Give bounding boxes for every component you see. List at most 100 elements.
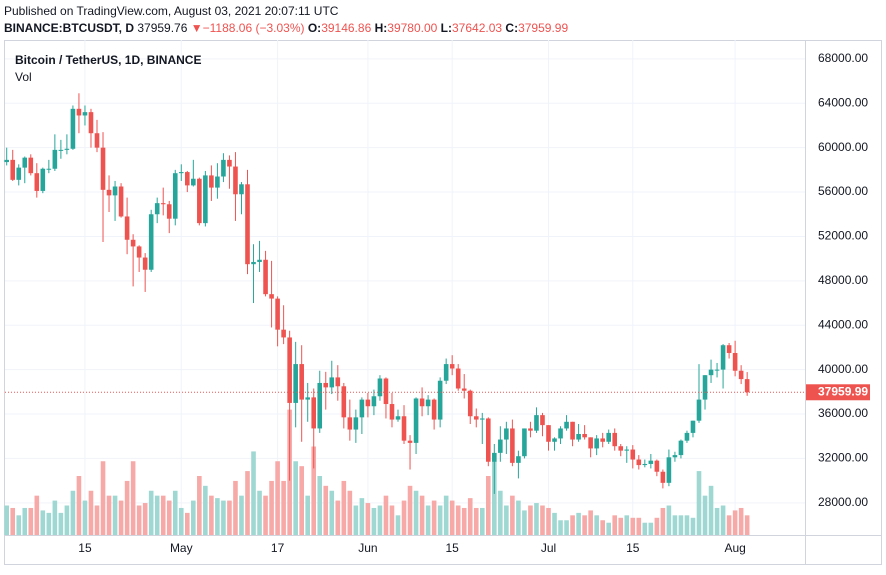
x-tick-label: Jun — [358, 541, 377, 555]
high: 39780.00 — [387, 21, 437, 35]
candle-body — [275, 298, 280, 330]
y-tick-label: 32000.00 — [818, 451, 868, 465]
volume-bar — [263, 495, 268, 535]
candle-body — [492, 452, 497, 462]
candle-body — [612, 432, 618, 447]
arrow: ▼ — [191, 21, 203, 35]
volume-bar — [209, 495, 214, 535]
volume-bar — [594, 515, 599, 535]
candle-body — [678, 440, 684, 456]
volume-bar — [443, 495, 449, 535]
candle-body — [437, 380, 443, 420]
volume-bar — [473, 507, 479, 535]
y-tick-label: 60000.00 — [818, 140, 868, 154]
candle-body — [510, 428, 515, 463]
candle-body — [528, 428, 533, 431]
volume-bar — [10, 507, 16, 535]
volume-bar — [215, 498, 220, 535]
y-tick-label: 48000.00 — [818, 273, 868, 287]
volume-bar — [293, 461, 298, 535]
volume-bar — [251, 451, 256, 535]
volume-bar — [341, 480, 347, 535]
candle-body — [58, 149, 64, 151]
candle-body — [341, 386, 347, 418]
volume-bar — [383, 495, 389, 535]
candle-body — [100, 147, 106, 190]
volume-bar — [431, 500, 437, 535]
x-tick-label: 15 — [446, 541, 460, 555]
candle-body — [504, 428, 509, 440]
volume-bar — [732, 510, 738, 535]
volume-bar — [329, 490, 335, 535]
candle-body — [479, 418, 485, 420]
volume-bar — [546, 507, 551, 535]
volume-bar — [576, 512, 581, 535]
candle-body — [377, 378, 383, 397]
candle-body — [696, 399, 702, 421]
volume-bar — [124, 480, 130, 535]
candle-body — [70, 108, 76, 149]
volume-bar — [82, 500, 88, 535]
close: 37959.99 — [518, 21, 568, 35]
volume-bar — [678, 515, 684, 535]
volume-bar — [528, 505, 533, 535]
candle-body — [624, 449, 630, 451]
volume-bar — [34, 495, 40, 535]
volume-bar — [510, 495, 515, 535]
candle-body — [112, 186, 118, 196]
candle-body — [564, 421, 569, 429]
volume-bar — [486, 476, 491, 535]
volume-bar — [564, 520, 569, 535]
volume-bar — [100, 461, 106, 535]
y-tick-label: 44000.00 — [818, 317, 868, 331]
volume-bar — [371, 507, 377, 535]
candle-body — [684, 432, 690, 441]
candle-body — [576, 434, 581, 440]
volume-bar — [118, 500, 124, 535]
volume-bar — [618, 517, 624, 535]
volume-bar — [46, 512, 52, 535]
volume-bar — [395, 515, 401, 535]
legend-volume: Vol — [15, 70, 32, 84]
candle-body — [245, 184, 250, 265]
volume-bar — [522, 510, 527, 535]
candle-body — [714, 369, 720, 371]
candle-body — [148, 214, 154, 270]
candle-body — [516, 456, 521, 463]
candle-body — [239, 184, 244, 195]
volume-bar — [449, 500, 455, 535]
candle-body — [552, 438, 557, 442]
candle-body — [335, 377, 341, 387]
candle-body — [257, 259, 262, 262]
volume-bar — [684, 515, 690, 535]
volume-bar — [142, 503, 148, 535]
candle-body — [281, 329, 286, 338]
l-label: L: — [441, 21, 452, 35]
volume-bar — [437, 505, 443, 535]
volume-bar — [690, 517, 696, 535]
volume-bar — [612, 515, 618, 535]
chart-frame — [4, 40, 882, 565]
candle-body — [383, 378, 389, 405]
volume-bar — [347, 490, 353, 535]
volume-bar — [58, 512, 64, 535]
volume-bar — [112, 495, 118, 535]
candle-body — [197, 178, 202, 224]
volume-bar — [389, 505, 395, 535]
y-tick-label: 28000.00 — [818, 495, 868, 509]
y-tick-label: 52000.00 — [818, 229, 868, 243]
candle-body — [269, 294, 274, 299]
published-note: Published on TradingView.com, August 03,… — [4, 4, 339, 18]
candle-body — [365, 399, 371, 407]
volume-bar — [185, 512, 190, 535]
volume-bar — [136, 505, 142, 535]
volume-bar — [648, 522, 654, 535]
x-tick-label: 17 — [271, 541, 285, 555]
volume-bar — [148, 490, 154, 535]
candle-body — [600, 438, 605, 442]
volume-bar — [365, 503, 371, 535]
candle-body — [744, 379, 750, 393]
volume-bar — [275, 461, 280, 535]
candle-body — [419, 398, 425, 407]
candle-body — [720, 345, 726, 370]
